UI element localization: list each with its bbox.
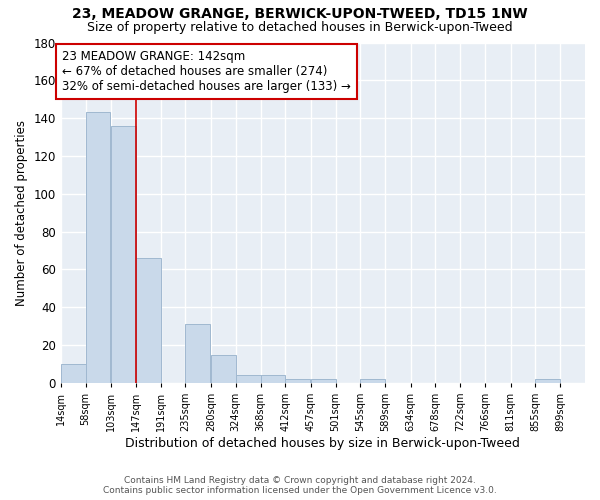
Bar	[111, 126, 136, 383]
Bar	[61, 364, 86, 383]
Text: 23, MEADOW GRANGE, BERWICK-UPON-TWEED, TD15 1NW: 23, MEADOW GRANGE, BERWICK-UPON-TWEED, T…	[72, 8, 528, 22]
Bar	[185, 324, 211, 383]
Text: 23 MEADOW GRANGE: 142sqm
← 67% of detached houses are smaller (274)
32% of semi-: 23 MEADOW GRANGE: 142sqm ← 67% of detach…	[62, 50, 351, 93]
Bar	[211, 354, 236, 383]
Bar	[311, 379, 335, 383]
Text: Size of property relative to detached houses in Berwick-upon-Tweed: Size of property relative to detached ho…	[87, 21, 513, 34]
X-axis label: Distribution of detached houses by size in Berwick-upon-Tweed: Distribution of detached houses by size …	[125, 437, 520, 450]
Y-axis label: Number of detached properties: Number of detached properties	[15, 120, 28, 306]
Bar	[361, 379, 385, 383]
Bar	[286, 379, 310, 383]
Bar	[136, 258, 161, 383]
Bar	[86, 112, 110, 383]
Bar	[260, 376, 286, 383]
Text: Contains HM Land Registry data © Crown copyright and database right 2024.
Contai: Contains HM Land Registry data © Crown c…	[103, 476, 497, 495]
Bar	[535, 379, 560, 383]
Bar	[236, 376, 260, 383]
